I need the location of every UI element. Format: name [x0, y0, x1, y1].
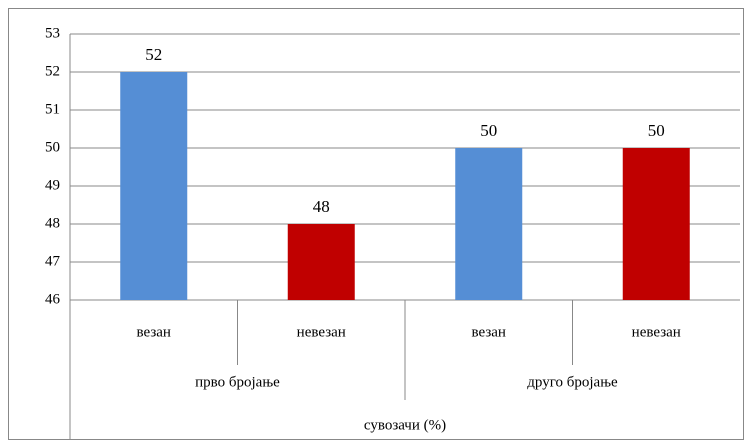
data-label: 50: [648, 121, 665, 140]
x-tick-label: невезан: [297, 324, 346, 340]
x-tick-label: везан: [137, 324, 171, 340]
y-tick-label: 51: [45, 101, 60, 117]
y-tick-label: 52: [45, 63, 60, 79]
group-label: друго бројање: [527, 374, 618, 390]
y-tick-label: 48: [45, 215, 60, 231]
bar: [287, 224, 355, 300]
group-label: прво бројање: [195, 374, 280, 390]
y-tick-label: 53: [45, 25, 60, 41]
y-tick-label: 46: [45, 291, 61, 307]
y-tick-label: 49: [45, 177, 60, 193]
bar: [455, 148, 523, 300]
data-label: 50: [480, 121, 497, 140]
data-label: 52: [145, 45, 162, 64]
bar: [622, 148, 690, 300]
y-tick-label: 47: [45, 253, 61, 269]
y-tick-label: 50: [45, 139, 60, 155]
x-axis-label: сувозачи (%): [364, 417, 446, 433]
x-tick-label: невезан: [632, 324, 681, 340]
bar: [120, 72, 188, 300]
data-label: 48: [313, 197, 330, 216]
x-tick-label: везан: [472, 324, 506, 340]
